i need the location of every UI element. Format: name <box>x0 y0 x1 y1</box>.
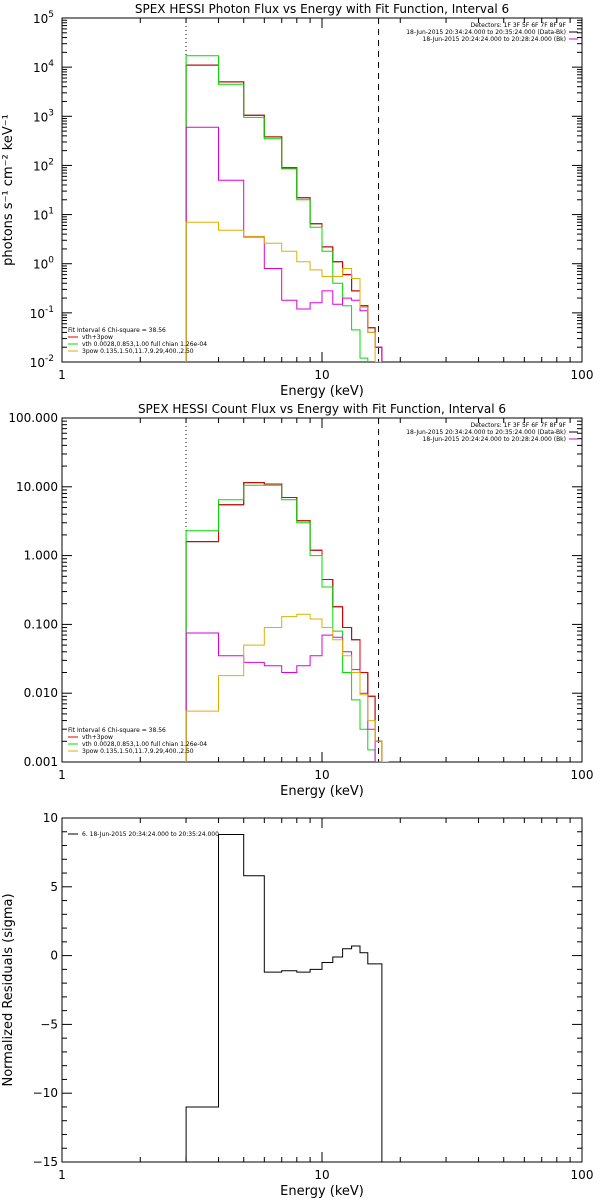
data-series-group <box>185 834 383 1162</box>
series-black-line <box>185 834 383 1162</box>
x-axis-label: Energy (keV) <box>280 384 364 399</box>
info-line: Detectors: 1F 3F 5F 6F 7F 8F 9F <box>470 422 566 429</box>
chart-title: SPEX HESSI Count Flux vs Energy with Fit… <box>138 402 506 416</box>
x-tick-label: 1 <box>58 768 66 782</box>
legend-entry: 3pow 0.135,1.50,11.7,9.29,400.,2.50 <box>82 748 194 755</box>
y-tick-label: −5 <box>40 1017 58 1031</box>
legend: 6. 18-Jun-2015 20:34:24.000 to 20:35:24.… <box>68 831 219 838</box>
x-tick-label: 10 <box>314 768 329 782</box>
series-green-line <box>185 55 383 362</box>
data-series-group <box>185 482 389 762</box>
chart-panel-3: 1 10 100 Energy (keV) −15 −10 −5 0 5 10 Normalized… <box>1 811 593 1199</box>
y-axis-label: Normalized Residuals (sigma) <box>1 893 16 1086</box>
y-tick-label: 0.010 <box>24 686 58 700</box>
data-series-group <box>185 55 383 362</box>
y-tick-label: 10-1 <box>30 305 54 321</box>
info-line: Detectors: 1F 3F 5F 6F 7F 8F 9F <box>470 22 566 29</box>
y-tick-label: −15 <box>33 1155 58 1169</box>
info-line: 18-Jun-2015 20:34:24.000 to 20:35:24.000… <box>406 29 566 36</box>
y-axis: 0.001 0.010 0.100 1.000 10.000 100.000 <box>8 411 582 769</box>
chart-panel-2: SPEX HESSI Count Flux vs Energy with Fit… <box>8 402 593 799</box>
x-axis: 1 10 100 Energy (keV) <box>58 818 593 1199</box>
y-tick-label: 10-2 <box>30 354 54 370</box>
x-tick-label: 100 <box>571 1168 594 1182</box>
y-axis-label: photons s⁻¹ cm⁻² keV⁻¹ <box>1 114 16 266</box>
y-tick-label: 100.000 <box>8 411 58 425</box>
y-tick-label: 104 <box>33 59 54 75</box>
y-tick-label: 102 <box>33 157 54 173</box>
y-tick-label: 105 <box>33 10 54 26</box>
info-line: 18-Jun-2015 20:34:24.000 to 20:35:24.000… <box>406 429 566 436</box>
y-tick-label: 0 <box>50 949 58 963</box>
legend-entry: 3pow 0.135,1.50,11.7,9.29,400.,2.50 <box>82 348 194 355</box>
legend-entry: 6. 18-Jun-2015 20:34:24.000 to 20:35:24.… <box>82 831 219 838</box>
legend-title: Fit Interval 6 Chi-square = 38.56 <box>68 727 166 734</box>
series-yellow-line <box>185 613 389 762</box>
legend-entry: vth 0.0028,0.853,1.00 full chian 1.26e-0… <box>82 741 207 748</box>
y-axis: 10-2 10-1 100 101 102 103 104 105 photons s⁻¹ cm… <box>1 10 582 370</box>
x-axis-label: Energy (keV) <box>280 784 364 799</box>
y-tick-label: 103 <box>33 108 54 124</box>
legend-entry: vth+3pow <box>82 334 113 341</box>
series-green-line <box>185 484 389 762</box>
x-tick-label: 100 <box>571 768 594 782</box>
y-tick-label: −10 <box>33 1086 58 1100</box>
y-tick-label: 100 <box>33 256 54 272</box>
series-yellow-line <box>185 221 382 362</box>
x-axis: 1 10 100 Energy (keV) <box>58 418 593 799</box>
info-line: 18-Jun-2015 20:24:24.000 to 20:28:24.000… <box>423 36 566 43</box>
x-tick-label: 1 <box>58 368 66 382</box>
x-tick-label: 10 <box>314 368 329 382</box>
chart-title: SPEX HESSI Photon Flux vs Energy with Fi… <box>135 2 509 16</box>
x-tick-label: 100 <box>571 368 594 382</box>
info-line: 18-Jun-2015 20:24:24.000 to 20:28:24.000… <box>423 436 566 443</box>
legend: Fit Interval 6 Chi-square = 38.56vth+3po… <box>68 727 207 755</box>
chart-panel-1: SPEX HESSI Photon Flux vs Energy with Fi… <box>1 2 593 399</box>
legend-entry: vth+3pow <box>82 734 113 741</box>
y-tick-label: 0.001 <box>24 755 58 769</box>
y-tick-label: 0.100 <box>24 617 58 631</box>
x-axis: 1 10 100 Energy (keV) <box>58 18 593 399</box>
y-axis: −15 −10 −5 0 5 10 Normalized Residuals (sigma) <box>1 811 582 1169</box>
x-tick-label: 1 <box>58 1168 66 1182</box>
y-tick-label: 1.000 <box>24 549 58 563</box>
legend-title: Fit Interval 6 Chi-square = 38.56 <box>68 327 166 334</box>
y-tick-label: 101 <box>33 207 54 223</box>
y-tick-label: 10.000 <box>16 480 58 494</box>
y-tick-label: 5 <box>50 880 58 894</box>
x-axis-label: Energy (keV) <box>280 1184 364 1199</box>
y-tick-label: 10 <box>43 811 58 825</box>
legend-entry: vth 0.0028,0.853,1.00 full chian 1.26e-0… <box>82 341 207 348</box>
legend: Fit Interval 6 Chi-square = 38.56vth+3po… <box>68 327 207 355</box>
x-tick-label: 10 <box>314 1168 329 1182</box>
